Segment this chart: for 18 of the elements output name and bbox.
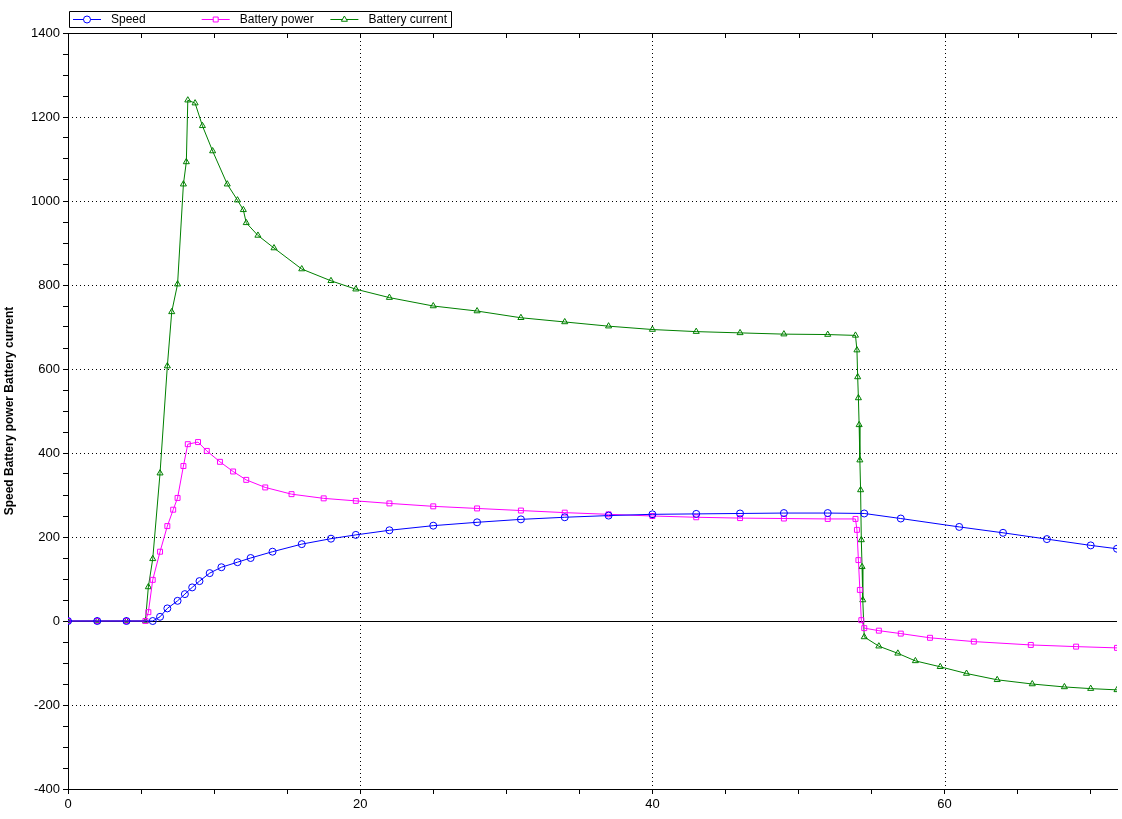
x-tick-label: 60: [937, 796, 952, 812]
y-axis-title: Speed Battery power Battery current: [1, 306, 16, 516]
y-tick-label: 600: [38, 360, 60, 376]
y-tick-label: 1200: [31, 108, 60, 124]
y-tick-label: 200: [38, 528, 60, 544]
x-tick-label: 20: [352, 796, 368, 812]
y-tick-label: 0: [52, 612, 60, 628]
y-tick-label: 800: [38, 276, 60, 292]
legend-label: Battery current: [368, 11, 448, 26]
x-tick-label: 40: [645, 796, 660, 812]
y-tick-label: 1400: [31, 24, 60, 40]
x-tick-label: 0: [64, 796, 72, 812]
y-tick-label: 1000: [31, 192, 60, 208]
y-tick-label: -200: [33, 696, 60, 712]
legend-label: Battery power: [239, 11, 314, 26]
y-tick-label: 400: [38, 444, 60, 460]
legend-label: Speed: [111, 11, 146, 26]
y-tick-label: -400: [33, 780, 60, 796]
